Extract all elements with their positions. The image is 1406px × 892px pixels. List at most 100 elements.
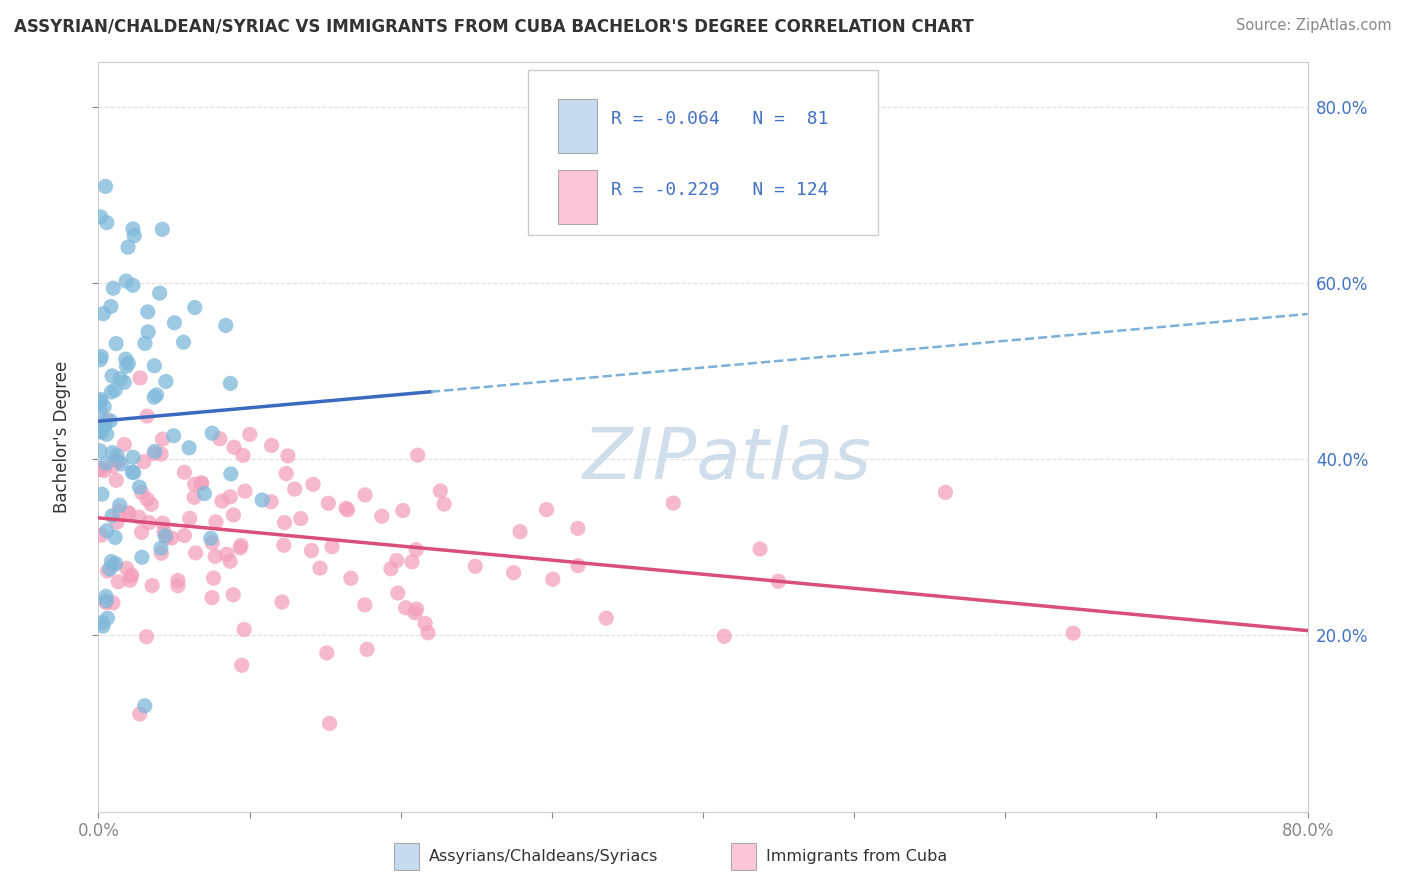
Point bbox=[155, 375, 177, 389]
Point bbox=[354, 488, 377, 502]
Point bbox=[219, 467, 242, 481]
Point bbox=[163, 316, 186, 330]
Point bbox=[201, 536, 224, 550]
Point bbox=[105, 449, 128, 463]
Point bbox=[129, 371, 152, 385]
Point bbox=[233, 623, 256, 637]
Point bbox=[153, 524, 176, 539]
Point bbox=[100, 384, 122, 399]
Point bbox=[335, 501, 357, 516]
Point bbox=[567, 521, 589, 535]
Point bbox=[136, 409, 159, 423]
Point bbox=[406, 448, 429, 462]
Point bbox=[108, 504, 131, 518]
Point bbox=[232, 449, 254, 463]
Point bbox=[277, 449, 299, 463]
Point bbox=[239, 427, 262, 442]
Point bbox=[204, 549, 226, 564]
Point bbox=[89, 394, 111, 409]
Point bbox=[101, 558, 124, 572]
Point bbox=[101, 368, 124, 383]
Point bbox=[104, 530, 127, 544]
Point bbox=[132, 455, 155, 469]
Point bbox=[215, 547, 238, 561]
Point bbox=[96, 611, 118, 625]
Point bbox=[101, 508, 124, 523]
Point bbox=[143, 447, 166, 461]
Point bbox=[768, 574, 790, 589]
Point bbox=[401, 555, 423, 569]
Point bbox=[353, 598, 375, 612]
Point bbox=[222, 588, 245, 602]
Point bbox=[120, 569, 142, 583]
Point bbox=[114, 352, 136, 367]
Point bbox=[380, 562, 402, 576]
Point bbox=[105, 453, 128, 467]
Point bbox=[173, 335, 195, 350]
Point bbox=[231, 658, 253, 673]
Point bbox=[541, 572, 564, 586]
Point bbox=[90, 487, 112, 501]
Point bbox=[215, 318, 238, 333]
Point bbox=[229, 539, 252, 553]
Point bbox=[122, 228, 145, 243]
Point bbox=[222, 440, 245, 454]
Point bbox=[112, 437, 135, 451]
Text: Immigrants from Cuba: Immigrants from Cuba bbox=[766, 849, 948, 863]
Point bbox=[184, 546, 207, 560]
Point bbox=[141, 497, 163, 511]
Point bbox=[184, 301, 207, 315]
Point bbox=[136, 325, 159, 339]
Point bbox=[404, 606, 426, 620]
Point bbox=[136, 492, 159, 507]
Point bbox=[385, 553, 408, 567]
Point bbox=[229, 541, 252, 555]
Point bbox=[273, 516, 295, 530]
Point bbox=[211, 494, 233, 508]
Point bbox=[271, 595, 294, 609]
Point bbox=[567, 558, 589, 573]
Point bbox=[160, 531, 183, 545]
Point bbox=[233, 484, 256, 499]
Point bbox=[150, 447, 173, 461]
Point bbox=[167, 574, 190, 588]
Point bbox=[1062, 626, 1084, 640]
Point bbox=[105, 473, 128, 487]
Point bbox=[96, 413, 118, 427]
Point bbox=[90, 350, 112, 364]
Point bbox=[89, 424, 111, 438]
Point bbox=[595, 611, 617, 625]
Point bbox=[143, 390, 166, 404]
Point bbox=[284, 482, 307, 496]
Point bbox=[131, 485, 153, 500]
Point bbox=[122, 222, 145, 236]
Point bbox=[94, 418, 117, 433]
Point bbox=[90, 528, 112, 542]
Point bbox=[110, 457, 132, 471]
Point bbox=[173, 528, 195, 542]
Point bbox=[89, 443, 111, 458]
Point bbox=[183, 491, 205, 505]
Point bbox=[502, 566, 524, 580]
Point bbox=[100, 414, 122, 428]
Point bbox=[89, 352, 111, 367]
Point bbox=[315, 646, 337, 660]
Point bbox=[201, 426, 224, 441]
Point bbox=[416, 625, 439, 640]
FancyBboxPatch shape bbox=[527, 70, 879, 235]
Point bbox=[190, 476, 212, 491]
Point bbox=[260, 494, 283, 508]
Point bbox=[96, 427, 118, 442]
Point bbox=[201, 591, 224, 605]
Point bbox=[134, 336, 156, 351]
Point bbox=[96, 564, 118, 578]
Point bbox=[93, 417, 115, 432]
Bar bbox=[558, 169, 596, 224]
Point bbox=[190, 476, 212, 491]
Point bbox=[94, 590, 117, 604]
Point bbox=[219, 490, 242, 504]
Text: ASSYRIAN/CHALDEAN/SYRIAC VS IMMIGRANTS FROM CUBA BACHELOR'S DEGREE CORRELATION C: ASSYRIAN/CHALDEAN/SYRIAC VS IMMIGRANTS F… bbox=[14, 18, 974, 36]
Point bbox=[101, 596, 124, 610]
Point bbox=[340, 571, 363, 585]
Point bbox=[105, 515, 128, 529]
